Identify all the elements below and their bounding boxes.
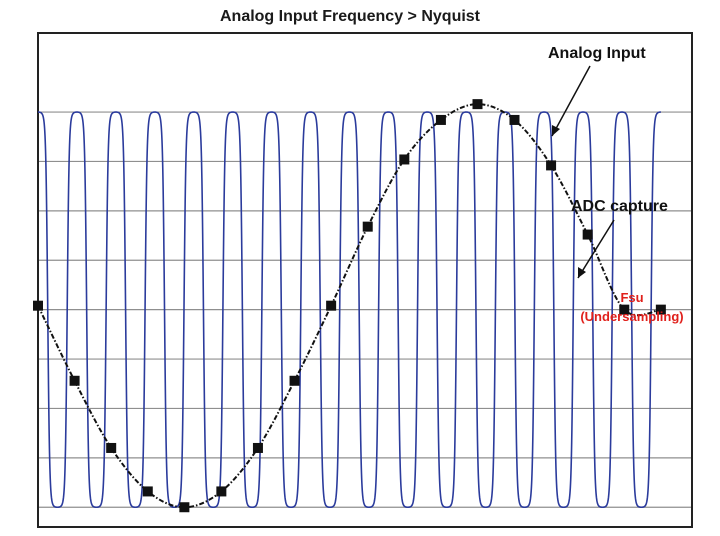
chart-title: Analog Input Frequency > Nyquist xyxy=(220,8,481,25)
annotation-adc-capture: ADC capture xyxy=(571,198,668,215)
adc-capture-point-8 xyxy=(326,300,337,311)
adc-capture-line xyxy=(37,103,662,509)
adc-capture-point-1 xyxy=(69,375,80,386)
adc-capture-point-3 xyxy=(142,486,153,497)
analog-input-line xyxy=(38,111,661,509)
gridlines xyxy=(38,111,692,508)
annotation-undersampling: (Undersampling) xyxy=(580,309,683,324)
adc-capture-point-17 xyxy=(655,304,666,315)
analog-input-series xyxy=(38,111,661,509)
adc-capture-series xyxy=(33,99,666,513)
adc-capture-point-7 xyxy=(289,375,300,386)
adc-capture-point-9 xyxy=(362,221,373,232)
annotation-analog-arrowhead xyxy=(552,125,560,136)
adc-capture-point-2 xyxy=(106,442,117,453)
plot-frame xyxy=(37,32,693,528)
annotations: Analog Input ADC capture Fsu (Undersampl… xyxy=(548,45,684,324)
annotation-fsu: Fsu xyxy=(620,290,643,305)
adc-capture-point-16 xyxy=(619,304,630,315)
adc-capture-point-11 xyxy=(435,114,446,125)
adc-capture-point-12 xyxy=(472,99,483,110)
annotation-analog-input: Analog Input xyxy=(548,45,646,62)
adc-capture-point-13 xyxy=(509,114,520,125)
annotation-analog-arrow xyxy=(551,65,591,137)
adc-capture-point-6 xyxy=(252,442,263,453)
annotation-capture-arrow xyxy=(577,219,615,279)
adc-capture-point-5 xyxy=(216,486,227,497)
adc-capture-point-10 xyxy=(399,154,410,165)
adc-capture-point-15 xyxy=(582,229,593,240)
adc-capture-point-14 xyxy=(546,160,557,171)
adc-capture-point-4 xyxy=(179,502,190,513)
annotation-capture-arrowhead xyxy=(578,267,586,278)
adc-capture-point-0 xyxy=(33,300,43,311)
